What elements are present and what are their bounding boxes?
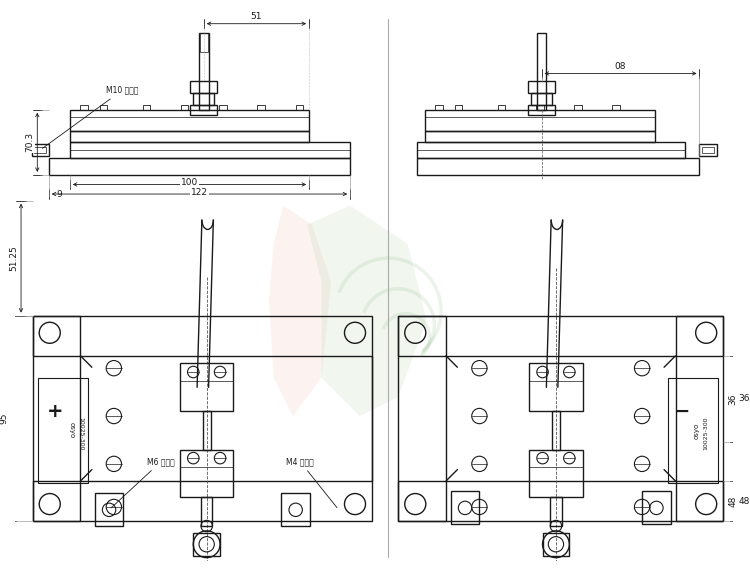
Text: 36: 36 — [739, 394, 750, 403]
Bar — [497, 105, 506, 110]
Bar — [142, 105, 150, 110]
Bar — [700, 144, 717, 156]
Text: 48: 48 — [729, 495, 738, 507]
Text: 08: 08 — [615, 62, 626, 70]
Bar — [32, 481, 80, 521]
Polygon shape — [308, 205, 427, 416]
Bar — [194, 533, 220, 556]
Text: 100: 100 — [181, 178, 198, 187]
Bar — [80, 356, 372, 481]
Bar — [417, 142, 686, 158]
Text: M10 螺纹端: M10 螺纹端 — [43, 86, 139, 148]
Bar — [424, 131, 655, 142]
Bar — [190, 105, 217, 114]
Bar — [202, 411, 211, 450]
Bar — [542, 533, 569, 556]
Bar — [613, 105, 620, 110]
Text: M4 螺纹端: M4 螺纹端 — [286, 457, 337, 507]
Text: 122: 122 — [191, 188, 208, 197]
Text: −: − — [674, 402, 691, 421]
Bar — [70, 131, 309, 142]
Text: 51.25: 51.25 — [9, 245, 18, 271]
Bar — [296, 105, 303, 110]
Text: 70.3: 70.3 — [26, 132, 34, 152]
Bar — [181, 105, 188, 110]
Bar — [180, 450, 233, 498]
Bar — [100, 105, 107, 110]
Bar — [199, 33, 208, 110]
Bar — [398, 316, 724, 521]
Bar — [49, 158, 350, 175]
Bar — [676, 316, 724, 356]
Text: 48: 48 — [739, 496, 750, 506]
Bar — [424, 110, 655, 131]
Bar — [451, 491, 479, 524]
Bar — [190, 81, 217, 93]
Bar — [417, 158, 700, 175]
Bar — [702, 147, 714, 153]
Bar — [32, 316, 372, 521]
Bar — [194, 93, 214, 105]
Bar — [398, 481, 446, 521]
Bar — [257, 105, 265, 110]
Bar — [528, 105, 555, 114]
Text: 10025-300: 10025-300 — [704, 416, 709, 450]
Bar — [34, 147, 46, 153]
Text: 36: 36 — [729, 393, 738, 404]
Bar — [80, 105, 88, 110]
Bar — [436, 105, 443, 110]
Bar — [668, 378, 718, 483]
Bar — [642, 491, 670, 524]
Bar — [70, 110, 309, 131]
Bar — [552, 411, 560, 450]
Polygon shape — [268, 205, 331, 416]
Text: 51: 51 — [251, 12, 262, 21]
Text: 10025-300: 10025-300 — [78, 416, 82, 450]
Bar — [676, 481, 724, 521]
Bar — [32, 144, 49, 156]
Text: 9: 9 — [56, 189, 62, 198]
Bar — [398, 316, 446, 356]
Bar — [531, 93, 552, 105]
Text: osyo: osyo — [69, 422, 75, 439]
Bar — [281, 492, 310, 526]
Text: M6 螺纹端: M6 螺纹端 — [111, 457, 175, 508]
Text: +: + — [47, 402, 64, 421]
Bar — [530, 363, 583, 411]
Bar — [219, 105, 226, 110]
Text: 95: 95 — [0, 412, 8, 424]
Bar — [180, 363, 233, 411]
Bar — [574, 105, 582, 110]
Bar — [94, 492, 124, 526]
Bar — [454, 105, 462, 110]
Bar — [530, 450, 583, 498]
Bar — [70, 142, 350, 158]
Bar — [200, 33, 208, 53]
Bar — [550, 498, 562, 526]
Bar — [32, 316, 80, 356]
Bar — [528, 81, 555, 93]
Bar — [38, 378, 88, 483]
Bar — [536, 105, 544, 110]
Bar — [201, 498, 212, 526]
Bar — [446, 356, 676, 481]
Text: osyo: osyo — [694, 422, 700, 439]
Bar — [537, 33, 547, 110]
